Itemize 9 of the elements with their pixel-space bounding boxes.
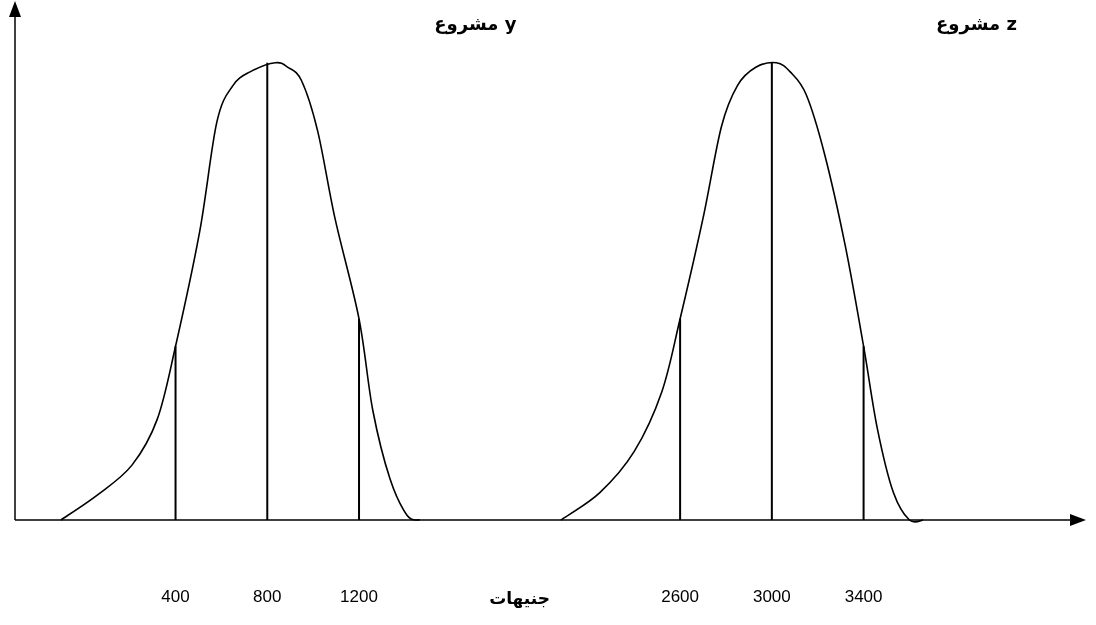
x-tick-label: 400 [161, 587, 190, 606]
x-tick-label: 3000 [752, 587, 791, 606]
x-tick-label: 2600 [661, 587, 700, 606]
x-tick-label: 3400 [844, 587, 883, 606]
text: مشروع y [434, 13, 517, 35]
x-tick-label: 800 [253, 587, 282, 606]
x-tick-label: 1200 [340, 587, 378, 606]
x-axis-title: جنيهات [489, 588, 550, 609]
text: مشروع z [935, 13, 1017, 35]
